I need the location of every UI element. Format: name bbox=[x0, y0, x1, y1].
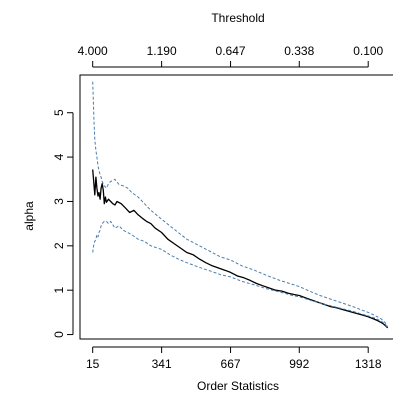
x-tick-label: 341 bbox=[152, 357, 172, 371]
x-tick-label: 1318 bbox=[355, 357, 382, 371]
y-tick-label: 0 bbox=[52, 331, 66, 338]
y-axis-title: alpha bbox=[22, 201, 36, 231]
y-tick-label: 4 bbox=[52, 153, 66, 160]
x-axis-title: Order Statistics bbox=[197, 379, 279, 393]
series-line-upper-ci bbox=[92, 81, 389, 328]
y-tick-label: 5 bbox=[52, 109, 66, 116]
top-tick-label: 0.338 bbox=[284, 44, 314, 58]
x-tick-label: 15 bbox=[86, 357, 100, 371]
top-tick-label: 4.000 bbox=[78, 44, 108, 58]
series-line-lower-ci bbox=[92, 220, 389, 329]
plot-frame bbox=[79, 74, 393, 340]
top-tick-label: 1.190 bbox=[147, 44, 177, 58]
top-tick-label: 0.647 bbox=[216, 44, 246, 58]
y-tick-label: 1 bbox=[52, 287, 66, 294]
series-line-estimate bbox=[92, 169, 389, 329]
x-tick-label: 667 bbox=[221, 357, 241, 371]
y-tick-label: 3 bbox=[52, 198, 66, 205]
y-tick-label: 2 bbox=[52, 242, 66, 249]
top-axis-title: Threshold bbox=[211, 11, 264, 25]
top-tick-label: 0.100 bbox=[353, 44, 383, 58]
x-tick-label: 992 bbox=[289, 357, 309, 371]
